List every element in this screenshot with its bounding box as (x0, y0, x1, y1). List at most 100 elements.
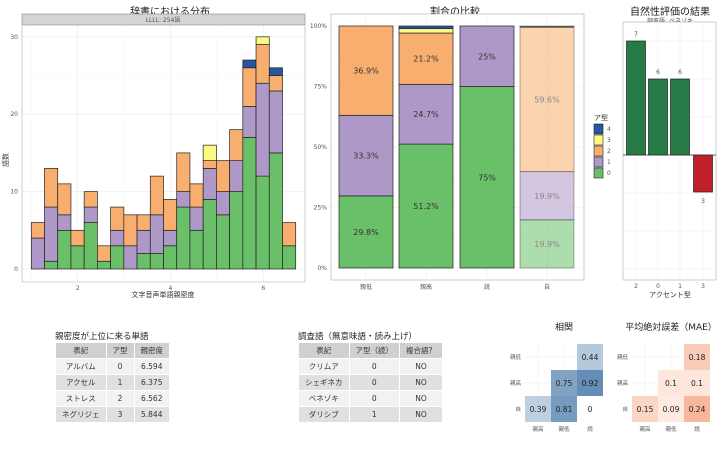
histogram-chart: LLLL: 254語 0 10 20 30 2 4 6 文字音声単語親密度 語数 (1, 13, 306, 299)
histogram-bar-segment-2 (282, 222, 297, 247)
x-tick-label: 3 (701, 283, 705, 290)
histogram-bar-segment-4 (242, 59, 257, 69)
heatmap-cell-value: 0.1 (665, 379, 677, 388)
y-tick-label: 自 (622, 405, 628, 413)
survey-table-title: 調査語（無意味語・読み上げ） (298, 332, 418, 342)
cell: 0 (106, 359, 134, 374)
histogram-bar-segment-0 (70, 245, 85, 270)
table-row: ストレス 2 6.562 (56, 391, 169, 406)
histogram-bar-segment-1 (216, 191, 230, 216)
legend-swatch-3 (593, 134, 604, 146)
heatmap-cell (525, 396, 551, 422)
col-header: ア型 (106, 343, 134, 358)
heatmap-cell-value: 0.18 (689, 353, 706, 362)
histogram-bar-segment-0 (149, 253, 164, 270)
heatmap-cell-value: 0 (588, 405, 593, 414)
naturalness-bar-label: 6 (656, 69, 660, 76)
x-tick-label: 親低 (558, 425, 570, 433)
proportion-bar-segment-1 (338, 114, 394, 197)
table-row: クリムア 0 NO (299, 359, 442, 374)
y-tick-label: 0 (14, 266, 18, 273)
naturalness-bar-label: 6 (678, 69, 682, 76)
histogram-bar-segment-1 (83, 206, 98, 223)
heatmap-cell-value: 0.81 (556, 405, 573, 414)
histogram-ticks: 0 10 20 30 2 4 6 (10, 34, 265, 292)
histogram-bar-segment-0 (255, 175, 270, 270)
histogram-bar-segment-1 (149, 214, 164, 254)
histogram-bar-segment-1 (110, 229, 125, 247)
histogram-bar-segment-1 (30, 237, 45, 270)
naturalness-bar (693, 154, 713, 193)
histogram-bar-segment-2 (189, 183, 204, 208)
x-tick-label: 6 (261, 285, 265, 292)
histogram-bar-segment-0 (229, 191, 244, 270)
legend-title: ア型 (594, 113, 608, 122)
histogram-bar-segment-3 (202, 144, 217, 161)
cell: シェギネカ (299, 375, 349, 390)
x-tick-label: 親低 (665, 425, 677, 433)
segment-label: 25% (478, 52, 496, 61)
x-tick-label: 1 (678, 283, 682, 290)
cell: 5.844 (134, 407, 169, 422)
histogram-bar-segment-2 (30, 222, 45, 239)
naturalness-bars: 7 6 6 3 (623, 31, 716, 205)
heatmap-cell (658, 370, 684, 396)
histogram-bar-segment-0 (216, 214, 230, 270)
histogram-bars (30, 36, 297, 270)
naturalness-subtitle: 調査語: ベネゾキ (647, 18, 693, 25)
proportion-legend: ア型 4 3 2 1 0 (593, 113, 611, 179)
histogram-bar-segment-0 (44, 260, 59, 270)
table-row: アルバム 0 6.594 (56, 359, 169, 374)
x-tick-label: 親低 (360, 283, 372, 291)
naturalness-bar (670, 78, 690, 156)
histogram-bar-segment-1 (255, 82, 270, 177)
cell: 0 (349, 391, 399, 406)
table-row: ベネゾキ 0 NO (299, 391, 442, 406)
legend-swatch-0 (593, 167, 604, 179)
histogram-bar-segment-1 (44, 206, 59, 262)
histogram-bar-segment-0 (57, 229, 72, 270)
x-tick-label: 読 (694, 425, 700, 433)
y-tick-label: 親低 (617, 353, 629, 361)
col-header: 表記 (56, 343, 106, 358)
segment-label: 24.7% (413, 110, 439, 119)
x-tick-label: 2 (76, 285, 80, 292)
histogram-bar-segment-2 (216, 160, 230, 192)
histogram-bar-segment-0 (202, 198, 217, 270)
cell: ストレス (56, 391, 106, 406)
cell: 6.375 (134, 375, 169, 390)
legend-label: 2 (607, 148, 611, 155)
heatmap-cell (632, 396, 658, 422)
heatmap-cell (684, 344, 710, 370)
histogram-bar-segment-2 (97, 245, 111, 262)
proportion-bar-segment-4 (519, 25, 575, 28)
heatmap-cell (551, 396, 577, 422)
col-header: 親密度 (134, 343, 169, 358)
histogram-bar-segment-2 (136, 214, 151, 231)
facet-label: LLLL: 254語 (146, 16, 181, 24)
histogram-bar-segment-2 (202, 160, 217, 169)
table-row: シェギネカ 0 NO (299, 375, 442, 390)
histogram-bar-segment-1 (163, 229, 178, 247)
table-row: ダリシブ 1 NO (299, 407, 442, 422)
histogram-bar-segment-0 (176, 206, 191, 270)
proportion-bar-segment-1 (398, 83, 454, 145)
histogram-bar-segment-4 (268, 67, 283, 76)
cell: 2 (106, 391, 134, 406)
histogram-bar-segment-2 (83, 191, 98, 208)
heatmap-cell-value: 0.15 (637, 405, 654, 414)
y-tick-label: 自 (515, 405, 521, 413)
heatmap-cell-value: 0.75 (556, 379, 573, 388)
heatmap-cell-value: 0.39 (530, 405, 547, 414)
y-tick-label: 親高 (617, 379, 629, 387)
histogram-bar-segment-0 (242, 137, 257, 270)
histogram-bar-segment-2 (242, 67, 257, 107)
histogram-bar-segment-2 (255, 44, 270, 84)
col-header: 複合語？ (400, 343, 442, 358)
survey-table-block: 調査語（無意味語・読み上げ） 表記 ア型（読） 複合語？ クリムア 0 NO シ… (298, 330, 443, 423)
proportion-bar-segment-0 (519, 219, 575, 269)
histogram-bar-segment-1 (229, 160, 244, 192)
